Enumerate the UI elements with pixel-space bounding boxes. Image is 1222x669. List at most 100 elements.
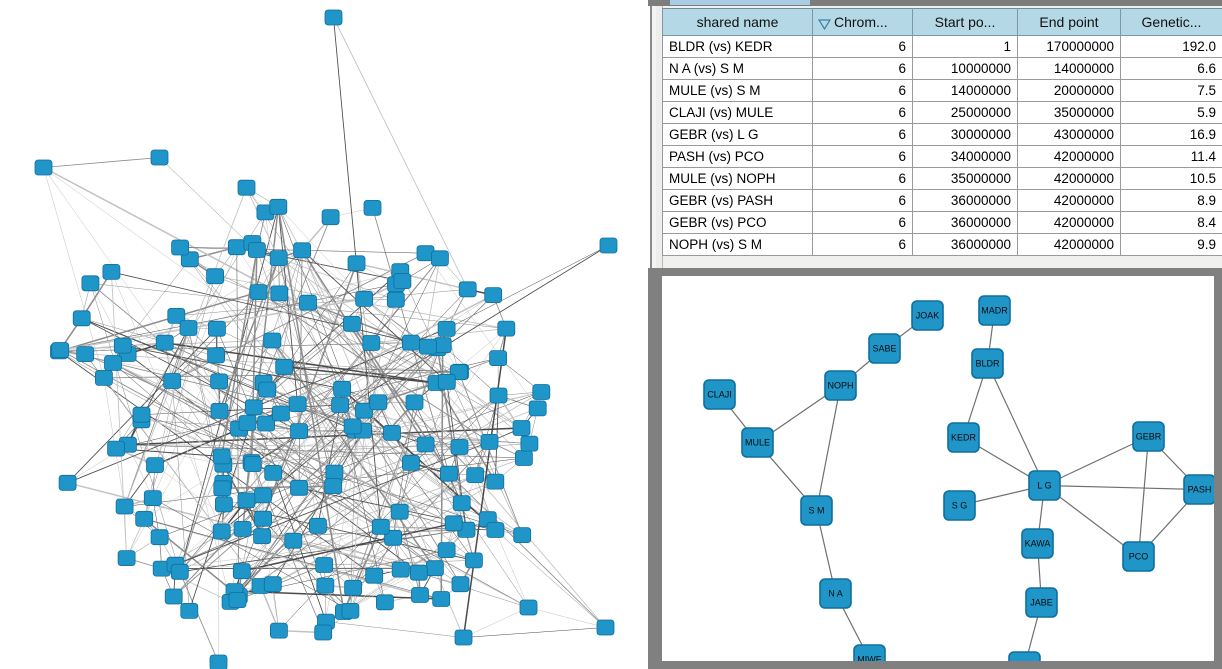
table-cell-chromosome[interactable]: 6 xyxy=(812,189,913,212)
subnetwork-edge[interactable] xyxy=(1044,484,1200,491)
overview-node[interactable] xyxy=(72,310,91,327)
overview-node[interactable] xyxy=(515,450,533,466)
table-row[interactable]: MULE (vs) NOPH 6 35000000 42000000 10.5 xyxy=(662,167,1222,190)
table-cell-chromosome[interactable]: 6 xyxy=(812,57,913,80)
overview-node[interactable] xyxy=(393,273,412,290)
overview-node[interactable] xyxy=(480,433,499,450)
subnetwork-node[interactable]: PASH xyxy=(1183,474,1214,505)
table-cell-chromosome[interactable]: 6 xyxy=(812,101,913,124)
subnetwork-edge[interactable] xyxy=(1044,435,1149,487)
subnetwork-node[interactable]: BLDR xyxy=(971,348,1004,379)
overview-node[interactable] xyxy=(207,347,226,364)
overview-node[interactable] xyxy=(264,464,283,481)
table-cell-start_point[interactable]: 25000000 xyxy=(912,101,1018,124)
overview-node[interactable] xyxy=(355,290,374,307)
overview-node[interactable] xyxy=(95,369,113,386)
overview-node[interactable] xyxy=(269,250,288,267)
table-cell-end_point[interactable]: 35000000 xyxy=(1017,101,1121,124)
overview-node[interactable] xyxy=(275,358,294,375)
overview-node[interactable] xyxy=(167,307,186,324)
table-cell-genetic[interactable]: 11.4 xyxy=(1120,145,1222,168)
overview-node[interactable] xyxy=(180,603,199,619)
overview-node[interactable] xyxy=(437,320,456,337)
overview-node[interactable] xyxy=(513,527,532,543)
overview-node[interactable] xyxy=(270,285,289,302)
table-cell-shared_name[interactable]: GEBR (vs) PASH xyxy=(662,189,813,212)
table-cell-genetic[interactable]: 192.0 xyxy=(1120,35,1222,58)
overview-node[interactable] xyxy=(437,373,456,390)
table-row[interactable]: N A (vs) S M 6 10000000 14000000 6.6 xyxy=(662,57,1222,80)
overview-node[interactable] xyxy=(212,523,231,540)
table-cell-start_point[interactable]: 36000000 xyxy=(912,233,1018,256)
subnetwork-node[interactable]: MULE xyxy=(741,427,774,458)
table-cell-start_point[interactable]: 10000000 xyxy=(912,57,1018,80)
overview-node[interactable] xyxy=(401,454,420,471)
overview-node[interactable] xyxy=(528,400,547,417)
overview-node[interactable] xyxy=(386,291,405,308)
subnetwork-canvas[interactable]: CLAJI MULE NOPH SABE JOAK S M N A MIWE MADR BLDR K… xyxy=(662,276,1214,661)
table-cell-chromosome[interactable]: 6 xyxy=(812,35,913,58)
overview-node[interactable] xyxy=(113,337,132,354)
overview-node[interactable] xyxy=(34,159,53,176)
subnetwork-node[interactable]: MIWE xyxy=(853,644,886,661)
table-cell-start_point[interactable]: 35000000 xyxy=(912,167,1018,190)
subnetwork-node-shape[interactable] xyxy=(824,370,857,401)
overview-node[interactable] xyxy=(418,338,437,355)
overview-node[interactable] xyxy=(383,424,401,441)
overview-node[interactable] xyxy=(363,199,382,216)
subnetwork-node[interactable]: KEDR xyxy=(947,422,980,453)
table-cell-shared_name[interactable]: N A (vs) S M xyxy=(662,57,813,80)
table-cell-genetic[interactable]: 8.9 xyxy=(1120,189,1222,212)
subnetwork-node-shape[interactable] xyxy=(1028,470,1061,501)
table-row[interactable]: BLDR (vs) KEDR 6 1 170000000 192.0 xyxy=(662,35,1222,58)
edge-table-panel[interactable]: shared name Chrom... Start po... End poi… xyxy=(648,0,1222,268)
overview-node[interactable] xyxy=(347,255,366,272)
overview-node[interactable] xyxy=(254,510,273,527)
overview-node[interactable] xyxy=(232,563,251,580)
overview-node[interactable] xyxy=(244,399,263,416)
overview-node[interactable] xyxy=(150,529,169,546)
edge-attribute-table[interactable]: shared name Chrom... Start po... End poi… xyxy=(662,8,1222,256)
overview-node[interactable] xyxy=(81,275,100,292)
subnetwork-node-shape[interactable] xyxy=(1008,651,1041,661)
subnetwork-edge[interactable] xyxy=(815,385,842,511)
overview-node[interactable] xyxy=(263,576,282,593)
table-cell-chromosome[interactable]: 6 xyxy=(812,145,913,168)
subnetwork-node[interactable]: L G xyxy=(1028,470,1061,501)
overview-node[interactable] xyxy=(132,406,151,423)
overview-node[interactable] xyxy=(76,346,95,363)
overview-node[interactable] xyxy=(269,198,288,215)
subnetwork-panel[interactable]: CLAJI MULE NOPH SABE JOAK S M N A MIWE MADR BLDR K… xyxy=(648,268,1222,669)
overview-node[interactable] xyxy=(416,436,435,453)
subnetwork-node-shape[interactable] xyxy=(978,295,1011,326)
table-cell-end_point[interactable]: 42000000 xyxy=(1017,211,1121,234)
overview-node[interactable] xyxy=(135,510,154,527)
overview-node[interactable] xyxy=(206,268,225,285)
overview-node[interactable] xyxy=(466,467,485,484)
overview-node[interactable] xyxy=(263,332,282,349)
overview-node[interactable] xyxy=(179,320,198,336)
overview-node[interactable] xyxy=(210,373,229,390)
overview-node[interactable] xyxy=(314,624,333,641)
overview-node[interactable] xyxy=(107,440,125,457)
overview-node[interactable] xyxy=(497,320,516,337)
overview-node[interactable] xyxy=(439,465,458,482)
overview-node[interactable] xyxy=(171,239,190,256)
overview-node[interactable] xyxy=(210,402,229,419)
table-cell-end_point[interactable]: 42000000 xyxy=(1017,233,1121,256)
overview-node[interactable] xyxy=(58,474,77,491)
table-row[interactable]: GEBR (vs) PASH 6 36000000 42000000 8.9 xyxy=(662,189,1222,212)
overview-node[interactable] xyxy=(484,287,503,304)
overview-node[interactable] xyxy=(341,603,360,619)
table-cell-shared_name[interactable]: BLDR (vs) KEDR xyxy=(662,35,813,58)
overview-node[interactable] xyxy=(454,629,473,646)
subnetwork-node[interactable]: KAWA xyxy=(1021,528,1054,559)
table-cell-chromosome[interactable]: 6 xyxy=(812,233,913,256)
overview-node[interactable] xyxy=(331,397,350,413)
overview-node[interactable] xyxy=(290,423,309,440)
table-cell-end_point[interactable]: 42000000 xyxy=(1017,145,1121,168)
table-row[interactable]: MULE (vs) S M 6 14000000 20000000 7.5 xyxy=(662,79,1222,102)
overview-node[interactable] xyxy=(269,622,288,639)
sort-descending-triangle-icon[interactable] xyxy=(818,19,831,30)
overview-node[interactable] xyxy=(254,487,272,504)
